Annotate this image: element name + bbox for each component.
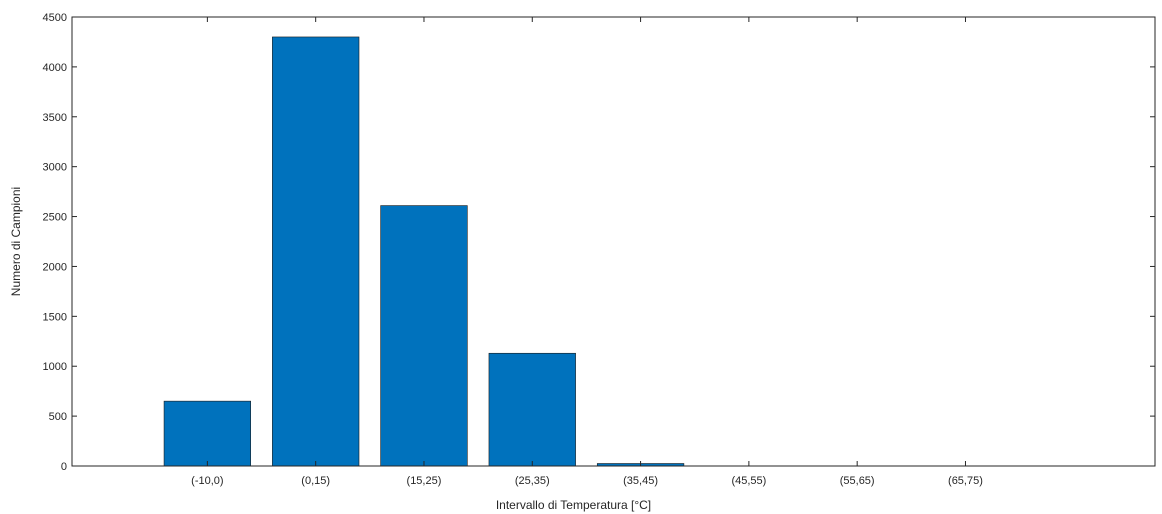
- bars-group: [163, 36, 685, 467]
- y-tick-label: 4000: [43, 62, 67, 74]
- y-tick-label: 3500: [43, 112, 67, 124]
- y-ticks-group: 0 500 1000 1500 2000 2500 3000 3500 4000 4500: [43, 12, 1155, 473]
- y-tick-label: 500: [49, 411, 67, 423]
- y-tick-label: 2000: [43, 261, 67, 273]
- y-tick-label: 1000: [43, 361, 67, 373]
- x-tick-label: (15,25): [407, 475, 442, 487]
- x-tick-label: (0,15): [301, 475, 330, 487]
- x-tick-label: (55,65): [840, 475, 875, 487]
- y-axis-label: Numero di Campioni: [9, 187, 23, 296]
- y-tick-label: 3000: [43, 162, 67, 174]
- x-tick-label: (65,75): [948, 475, 983, 487]
- axes-box: [71, 16, 1156, 467]
- bar-2: [380, 205, 468, 467]
- y-tick-label: 4500: [43, 12, 67, 24]
- y-tick-label: 0: [61, 461, 67, 473]
- x-axis-label: Intervallo di Temperatura [°C]: [496, 498, 651, 512]
- y-tick-label: 1500: [43, 311, 67, 323]
- x-tick-label: (45,55): [731, 475, 766, 487]
- y-tick-label: 2500: [43, 212, 67, 224]
- x-ticks-group: (-10,0) (0,15) (15,25) (25,35) (35,45) (45,55…: [191, 17, 983, 487]
- bar-0: [163, 400, 251, 467]
- x-tick-label: (35,45): [623, 475, 658, 487]
- x-tick-label: (-10,0): [191, 475, 223, 487]
- bar-1: [272, 36, 360, 467]
- x-tick-label: (25,35): [515, 475, 550, 487]
- bar-3: [488, 352, 576, 467]
